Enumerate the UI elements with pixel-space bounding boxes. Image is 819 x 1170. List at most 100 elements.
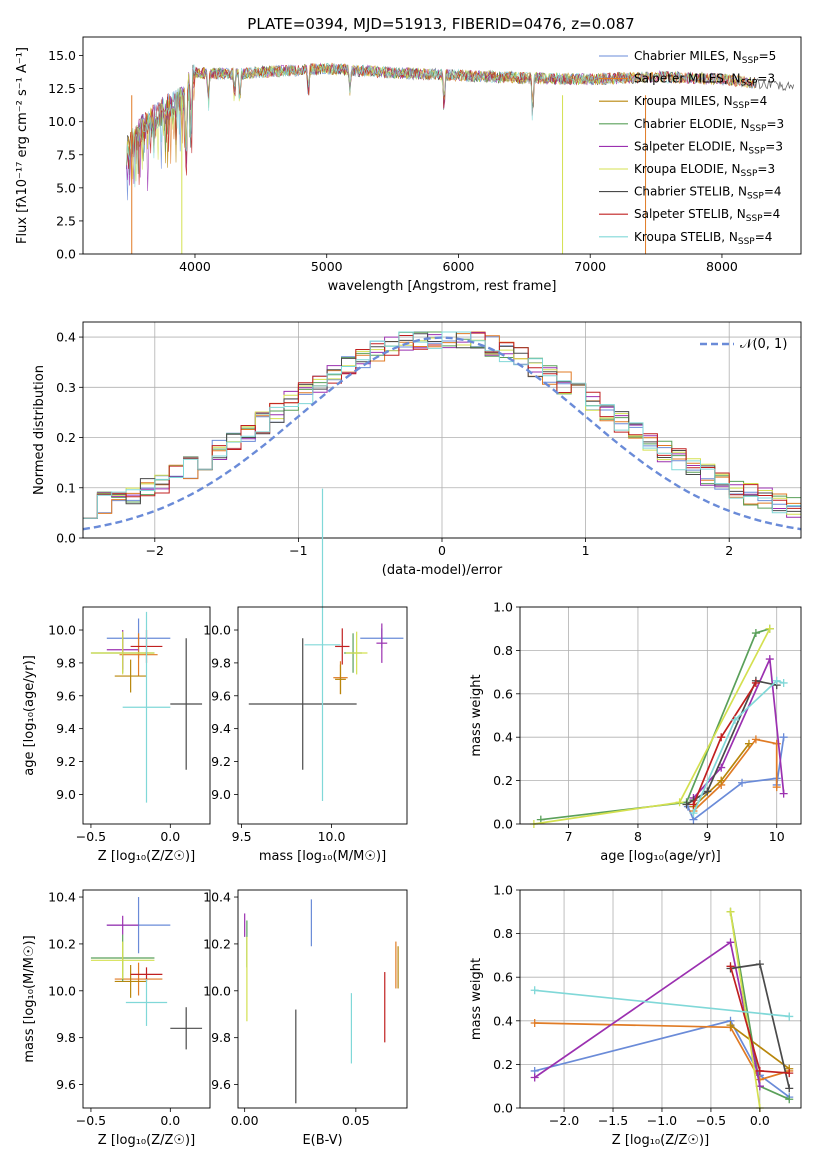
- y-tick-label: 1.0: [493, 883, 513, 898]
- x-axis-label: Z [log₁₀(Z/Z☉)]: [98, 849, 195, 864]
- x-axis-label: age [log₁₀(age/yr)]: [600, 849, 721, 864]
- y-tick-label: 12.5: [48, 81, 76, 96]
- y-tick-label: 0.6: [493, 970, 513, 985]
- weight-marker: [772, 676, 781, 685]
- x-axis-label: Z [log₁₀(Z/Z☉)]: [612, 1133, 709, 1148]
- legend-entry: Kroupa MILES, NSSP=4: [634, 94, 767, 111]
- errorbar-chabrier-stelib: [170, 1007, 203, 1050]
- y-tick-label: 10.0: [48, 114, 76, 129]
- weight-series-kroupa-stelib: [530, 986, 794, 1021]
- y-tick-label: 9.6: [211, 1077, 231, 1092]
- axes-frame: [82, 889, 211, 1109]
- y-tick-label: 10.2: [203, 936, 231, 951]
- weight-series-salpeter-stelib: [726, 962, 794, 1078]
- axes-frame: [237, 606, 408, 825]
- axes: 4000 5000 6000 7000 8000 0.0 2.5 5.0 7.5 10.0 12.5…: [15, 36, 802, 294]
- errorbar-kroupa-stelib: [125, 979, 168, 1026]
- x-tick-label: −2: [146, 543, 164, 558]
- errorbar-chabrier-stelib: [248, 638, 357, 770]
- axes: −2 −1 0 1 2 0.0 0.1 0.2 0.3 0.4 (data-model)/error…: [32, 321, 802, 578]
- plot-area: [248, 488, 404, 801]
- y-tick-label: 0.3: [56, 380, 76, 395]
- errorbar-kroupa-miles: [335, 664, 346, 695]
- y-tick-label: 9.8: [211, 655, 231, 670]
- weight-line: [729, 911, 761, 1109]
- spectrum-chabrier-miles: [126, 63, 630, 201]
- y-tick-label: 10.0: [203, 623, 231, 638]
- weight-marker: [751, 678, 760, 687]
- panel-spectrum: Chabrier MILES, NSSP=5 Salpeter MILES, NS…: [15, 36, 802, 294]
- legend-entry: Chabrier STELIB, NSSP=4: [634, 185, 782, 202]
- axes: 7 8 9 10 0.0 0.2 0.4 0.6 0.8 1.0 age [log₁₀(age/yr…: [469, 600, 802, 864]
- x-tick-label: 1: [582, 543, 590, 558]
- y-tick-label: 9.2: [211, 754, 231, 769]
- axes: −0.5 0.0 9.6 9.8 10.0 10.2 10.4 Z [log₁₀(Z/Z☉)]…: [22, 889, 211, 1148]
- x-tick-label: 10.0: [318, 829, 346, 844]
- x-tick-label: −0.5: [696, 1113, 726, 1128]
- weight-marker: [689, 800, 698, 809]
- weight-marker: [779, 678, 788, 687]
- residual-histograms: [83, 331, 801, 519]
- weight-series-chabrier-elodie: [536, 624, 774, 824]
- x-tick-label: 0.0: [160, 1113, 180, 1128]
- plot-area: [90, 611, 203, 803]
- y-tick-label: 0.0: [493, 1101, 513, 1116]
- weight-marker: [726, 962, 735, 971]
- y-tick-label: 0.8: [493, 926, 513, 941]
- errorbar-kroupa-stelib: [122, 611, 171, 803]
- y-tick-label: 0.4: [493, 730, 513, 745]
- x-tick-label: 0.00: [231, 1113, 259, 1128]
- weight-marker: [731, 715, 740, 724]
- y-tick-label: 9.4: [56, 721, 76, 736]
- errorbar-kroupa-elodie: [345, 631, 368, 675]
- weight-marker: [785, 1084, 794, 1093]
- weight-marker: [785, 1069, 794, 1078]
- y-tick-label: 9.8: [56, 655, 76, 670]
- y-tick-label: 9.0: [56, 787, 76, 802]
- panel-residuals: 𝒩(0, 1) −2 −1 0 1 2 0.0 0.1 0.2 0.3 0.4 (data-model…: [32, 321, 802, 578]
- weight-marker: [726, 1021, 735, 1030]
- x-tick-label: −0.5: [76, 829, 106, 844]
- y-tick-label: 0.8: [493, 643, 513, 658]
- weight-marker: [530, 1018, 539, 1027]
- x-tick-label: 0.05: [342, 1113, 370, 1128]
- x-tick-label: 0: [438, 543, 446, 558]
- grid: [83, 322, 801, 539]
- weight-marker: [785, 1095, 794, 1104]
- errorbars: [244, 899, 399, 1104]
- weight-marker: [726, 907, 735, 916]
- weight-marker: [682, 800, 691, 809]
- weight-marker: [779, 789, 788, 798]
- y-tick-label: 7.5: [56, 147, 76, 162]
- weight-marker: [779, 733, 788, 742]
- weight-series-salpeter-stelib: [689, 678, 760, 809]
- weight-marker: [755, 1066, 764, 1075]
- y-tick-label: 0.4: [493, 1013, 513, 1028]
- y-axis-label: mass [log₁₀(M/M☉)]: [22, 935, 37, 1062]
- plot-area: [244, 899, 399, 1104]
- y-tick-label: 0.0: [56, 247, 76, 262]
- x-axis-label: mass [log₁₀(M/M☉)]: [259, 849, 386, 864]
- errorbars: [248, 488, 404, 801]
- spectrum-kroupa-stelib: [126, 62, 755, 188]
- weight-marker: [530, 1073, 539, 1082]
- x-tick-label: 10: [769, 829, 785, 844]
- y-tick-label: 0.2: [56, 430, 76, 445]
- x-tick-label: 0.0: [750, 1113, 770, 1128]
- weight-line: [533, 628, 771, 825]
- y-axis-label: Normed distribution: [32, 365, 47, 495]
- weight-line: [692, 743, 750, 808]
- grid: [520, 606, 801, 825]
- y-tick-label: 9.8: [211, 1030, 231, 1045]
- plot-area: 𝒩(0, 1): [82, 331, 802, 531]
- x-axis-label: Z [log₁₀(Z/Z☉)]: [98, 1133, 195, 1148]
- weight-marker: [755, 960, 764, 969]
- x-axis-label: E(B-V): [302, 1133, 342, 1148]
- weight-series-kroupa-stelib: [689, 676, 788, 818]
- y-tick-label: 10.0: [203, 983, 231, 998]
- errorbar-kroupa-elodie: [90, 631, 155, 675]
- y-tick-label: 9.2: [56, 754, 76, 769]
- histogram-kroupa-stelib: [83, 331, 801, 519]
- weight-series-salpeter-miles: [689, 735, 781, 815]
- y-tick-label: 0.1: [56, 480, 76, 495]
